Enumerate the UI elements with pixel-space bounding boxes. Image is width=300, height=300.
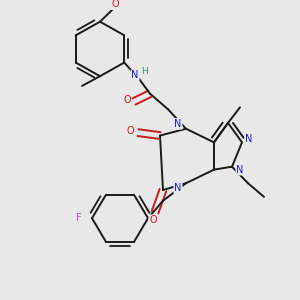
Text: H: H bbox=[141, 67, 147, 76]
Text: O: O bbox=[111, 0, 119, 9]
Text: N: N bbox=[174, 119, 182, 129]
Text: N: N bbox=[236, 165, 244, 175]
Text: N: N bbox=[245, 134, 253, 144]
Text: N: N bbox=[174, 183, 182, 193]
Text: O: O bbox=[126, 126, 134, 136]
Text: O: O bbox=[149, 215, 157, 225]
Text: O: O bbox=[123, 94, 131, 104]
Text: N: N bbox=[131, 70, 139, 80]
Text: F: F bbox=[76, 213, 82, 223]
